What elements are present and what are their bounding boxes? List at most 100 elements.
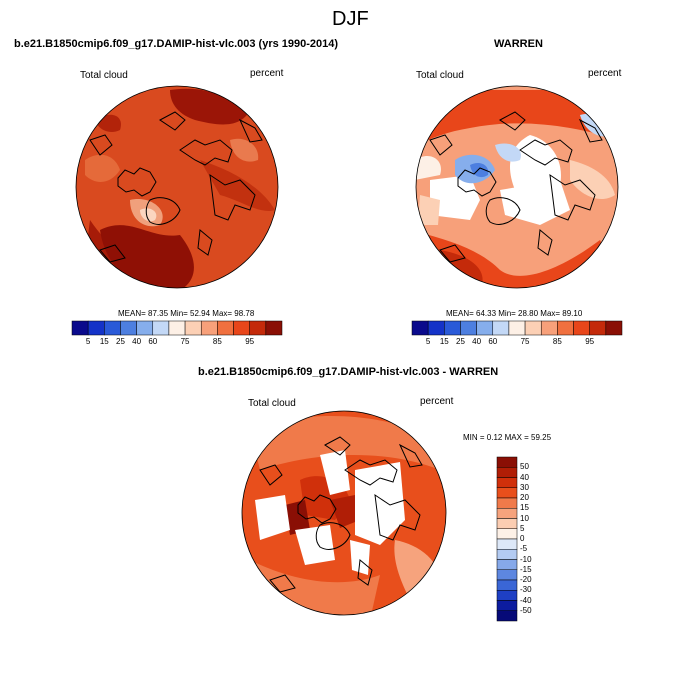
model-coastlines xyxy=(89,111,263,263)
model-colorbar-swatch-7 xyxy=(184,320,202,336)
obs-stats: MEAN= 64.33 Min= 28.80 Max= 89.10 xyxy=(446,309,583,318)
obs-colorbar-swatch-11 xyxy=(589,320,607,336)
diff-colorbar-tick-label: -5 xyxy=(520,544,528,554)
diff-colorbar-tick-label: 10 xyxy=(520,513,529,523)
diff-colorbar-tick-label: -15 xyxy=(520,564,532,574)
obs-colorbar-swatch-4 xyxy=(476,320,494,336)
obs-colorbar-swatch-7 xyxy=(524,320,542,336)
model-colorbar-tick-label: 95 xyxy=(245,337,255,346)
obs-colorbar-tick-label: 85 xyxy=(552,337,562,346)
model-colorbar-swatch-6 xyxy=(168,320,186,336)
diff-colorbar-tick-label: 50 xyxy=(520,462,529,472)
model-map-border xyxy=(75,85,279,289)
diff-colorbar-swatch-4 xyxy=(496,497,518,509)
diff-panel-title: b.e21.B1850cmip6.f09_g17.DAMIP-hist-vlc.… xyxy=(198,366,499,378)
obs-colorbar-swatch-8 xyxy=(540,320,558,336)
diff-coastlines xyxy=(259,436,423,593)
obs-colorbar-tick-label: 60 xyxy=(488,337,498,346)
model-colorbar-tick-label: 40 xyxy=(132,337,142,346)
diff-colorbar-swatch-3 xyxy=(496,487,518,499)
diff-colorbar-swatch-12 xyxy=(496,579,518,591)
figure-title: DJF xyxy=(332,8,369,30)
obs-coastlines xyxy=(429,111,603,263)
diff-colorbar-tick-label: -20 xyxy=(520,575,532,584)
model-stats: MEAN= 87.35 Min= 52.94 Max= 98.78 xyxy=(118,309,255,318)
model-colorbar-swatch-1 xyxy=(87,320,105,336)
diff-colorbar-swatch-1 xyxy=(496,467,518,478)
obs-colorbar-tick-label: 5 xyxy=(425,337,431,346)
obs-colorbar-tick-label: 75 xyxy=(520,337,530,346)
diff-colorbar-swatch-9 xyxy=(496,549,518,560)
obs-panel-title: WARREN xyxy=(494,38,543,50)
diff-colorbar-swatch-10 xyxy=(496,559,518,570)
obs-colorbar-swatch-10 xyxy=(573,320,590,336)
obs-colorbar-tick-label: 15 xyxy=(439,337,449,346)
diff-colorbar-tick-label: -40 xyxy=(520,595,532,605)
model-colorbar-swatch-5 xyxy=(152,320,170,336)
obs-colorbar-swatch-2 xyxy=(444,320,461,336)
diff-stats: MIN = 0.12 MAX = 59.25 xyxy=(463,433,552,442)
obs-colorbar-tick-label: 25 xyxy=(456,337,465,346)
diff-colorbar-tick-label: 20 xyxy=(520,493,529,502)
model-panel-title: b.e21.B1850cmip6.f09_g17.DAMIP-hist-vlc.… xyxy=(14,38,339,50)
diff-colorbar-tick-label: -10 xyxy=(520,554,532,564)
model-colorbar-tick-label: 60 xyxy=(148,337,158,346)
model-colorbar-ticks: 5 15 25 40 60 75 85 95 xyxy=(72,337,282,349)
diff-colorbar-tick-label: 0 xyxy=(520,534,525,543)
diff-variable-label: Total cloud xyxy=(248,398,296,409)
diff-colorbar-swatch-8 xyxy=(496,538,518,550)
diff-colorbar-swatch-14 xyxy=(496,600,518,611)
model-colorbar-swatch-11 xyxy=(249,320,267,336)
model-colorbar-swatch-9 xyxy=(217,320,234,336)
obs-colorbar-swatch-3 xyxy=(460,320,477,336)
obs-colorbar-ticks: 5 15 25 40 60 75 85 95 xyxy=(412,337,622,349)
model-colorbar-swatch-4 xyxy=(136,320,154,336)
obs-colorbar-swatch-5 xyxy=(492,320,510,336)
diff-colorbar-tick-label: 30 xyxy=(520,482,529,492)
diff-colorbar-swatch-11 xyxy=(496,569,518,581)
obs-colorbar-swatch-1 xyxy=(427,320,445,336)
diff-units-label: percent xyxy=(420,396,454,407)
model-variable-label: Total cloud xyxy=(80,70,128,81)
model-colorbar xyxy=(71,320,283,336)
model-units-label: percent xyxy=(250,68,284,79)
diff-colorbar-swatch-2 xyxy=(496,477,518,488)
diff-map-field xyxy=(242,411,446,615)
diff-colorbar-swatch-5 xyxy=(496,508,518,519)
model-colorbar-swatch-12 xyxy=(265,320,283,336)
diff-colorbar-tick-label: -50 xyxy=(520,605,532,615)
model-colorbar-swatch-8 xyxy=(200,320,218,336)
obs-colorbar-swatch-9 xyxy=(557,320,574,336)
diff-colorbar xyxy=(496,456,518,622)
model-colorbar-swatch-3 xyxy=(120,320,137,336)
model-colorbar-tick-label: 15 xyxy=(99,337,109,346)
model-colorbar-swatch-2 xyxy=(104,320,121,336)
obs-units-label: percent xyxy=(588,68,622,79)
diff-colorbar-swatch-6 xyxy=(496,518,518,529)
obs-colorbar xyxy=(411,320,623,336)
diff-colorbar-ticks: 50 40 30 20 15 10 5 0 -5 -10 -15 -20 -30 -40 -50 xyxy=(520,457,550,621)
model-colorbar-tick-label: 85 xyxy=(212,337,222,346)
diff-colorbar-swatch-0 xyxy=(496,456,518,468)
model-colorbar-swatch-0 xyxy=(71,320,89,336)
model-colorbar-tick-label: 25 xyxy=(116,337,125,346)
diff-colorbar-swatch-15 xyxy=(496,610,518,622)
model-colorbar-swatch-10 xyxy=(233,320,250,336)
model-colorbar-tick-label: 75 xyxy=(180,337,190,346)
obs-variable-label: Total cloud xyxy=(416,70,464,81)
obs-colorbar-swatch-12 xyxy=(605,320,623,336)
obs-map-border xyxy=(415,85,619,289)
diff-colorbar-tick-label: 40 xyxy=(520,472,529,482)
obs-colorbar-swatch-6 xyxy=(508,320,526,336)
diff-colorbar-tick-label: 15 xyxy=(520,503,529,513)
diff-colorbar-tick-label: 5 xyxy=(520,523,525,533)
model-colorbar-tick-label: 5 xyxy=(85,337,91,346)
diff-colorbar-swatch-7 xyxy=(496,528,518,540)
obs-colorbar-swatch-0 xyxy=(411,320,429,336)
obs-colorbar-tick-label: 40 xyxy=(472,337,482,346)
obs-colorbar-tick-label: 95 xyxy=(585,337,595,346)
diff-map-border xyxy=(241,410,447,616)
